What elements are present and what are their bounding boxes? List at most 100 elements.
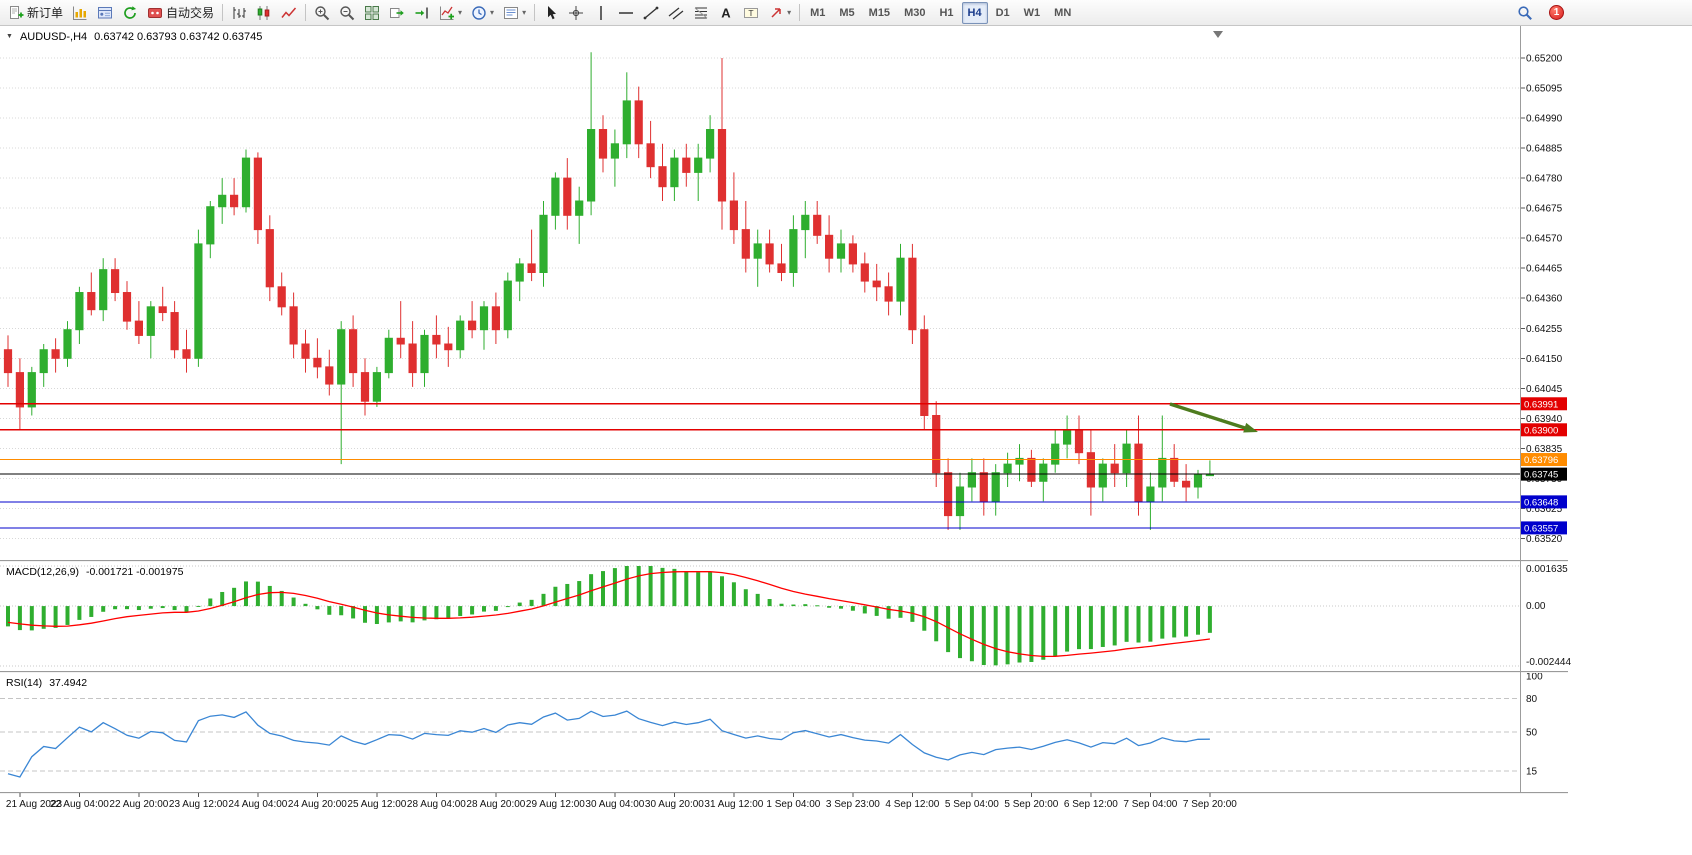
time-axis-label: 23 Aug 12:00 xyxy=(169,799,228,810)
candle-body xyxy=(587,129,596,202)
annotation-arrow-shaft[interactable] xyxy=(1169,402,1246,430)
time-axis-label: 22 Aug 20:00 xyxy=(109,799,168,810)
arrows-tool-button[interactable]: ▾ xyxy=(764,2,795,24)
timeframe-h4-button[interactable]: H4 xyxy=(961,1,988,24)
text-button[interactable]: A xyxy=(714,2,738,24)
timeframe-m1-button[interactable]: M1 xyxy=(810,6,826,19)
macd-histogram-bar xyxy=(1160,606,1165,639)
rsi-axis-label: 15 xyxy=(1526,767,1538,778)
time-axis-label: 24 Aug 20:00 xyxy=(288,799,347,810)
timeframe-m15-button[interactable]: M15 xyxy=(868,6,891,19)
candle-body xyxy=(836,243,846,259)
candle-body xyxy=(944,472,953,517)
search-button[interactable] xyxy=(1513,2,1537,24)
add-indicator-button[interactable]: ▾ xyxy=(435,2,466,24)
crosshair-button[interactable] xyxy=(564,2,588,24)
timeframe-w1-button[interactable]: W1 xyxy=(1023,6,1041,19)
price-axis-label: 0.64780 xyxy=(1526,174,1563,185)
main-toolbar: 新订单 自动交易 xyxy=(0,0,1692,26)
price-tag-label: 0.63796 xyxy=(1524,455,1558,466)
price-axis-label: 0.65200 xyxy=(1526,54,1563,65)
zoom-out-button[interactable] xyxy=(335,2,359,24)
toolbar-separator xyxy=(534,4,536,21)
bar-chart-icon xyxy=(233,6,247,19)
text-label-button[interactable]: T xyxy=(739,2,763,24)
time-axis-label: 5 Sep 20:00 xyxy=(1004,799,1058,810)
line-chart-button[interactable] xyxy=(277,2,301,24)
candle-body xyxy=(920,329,929,417)
price-tag-label: 0.63557 xyxy=(1524,523,1558,534)
fibonacci-button[interactable] xyxy=(689,2,713,24)
auto-trading-button[interactable]: 自动交易 xyxy=(143,2,218,24)
candle-body xyxy=(1170,457,1179,482)
new-order-button[interactable]: 新订单 xyxy=(4,2,67,24)
horizontal-line-button[interactable] xyxy=(614,2,638,24)
macd-histogram-bar xyxy=(303,603,308,607)
macd-histogram-bar xyxy=(41,606,46,629)
search-icon xyxy=(1518,5,1532,20)
macd-histogram-bar xyxy=(339,606,344,616)
time-axis-label: 3 Sep 23:00 xyxy=(826,799,880,810)
zoom-in-button[interactable] xyxy=(310,2,334,24)
candle-body xyxy=(1134,443,1143,502)
candle-body xyxy=(670,157,679,188)
trendline-button[interactable] xyxy=(639,2,663,24)
candle-body xyxy=(277,286,286,308)
timeframe-h1-button[interactable]: H1 xyxy=(939,6,954,19)
candle-body xyxy=(1063,429,1072,445)
profiles-button[interactable] xyxy=(93,2,117,24)
candlestick-chart-button[interactable] xyxy=(252,2,276,24)
zoom-out-icon xyxy=(340,5,355,20)
price-axis-label: 0.64675 xyxy=(1526,204,1563,215)
candle-body xyxy=(765,243,774,265)
candle-body xyxy=(1146,486,1155,502)
price-tag-label: 0.63745 xyxy=(1524,470,1558,481)
candle-body xyxy=(503,280,512,331)
macd-histogram-bar xyxy=(398,606,403,622)
price-axis-label: 0.64360 xyxy=(1526,294,1563,305)
chart-shift-button[interactable] xyxy=(410,2,434,24)
templates-button[interactable]: ▾ xyxy=(499,2,530,24)
new-chart-button[interactable] xyxy=(68,2,92,24)
macd-histogram-bar xyxy=(136,606,141,611)
timeframe-mn-button[interactable]: MN xyxy=(1054,6,1072,19)
price-tag xyxy=(1521,521,1567,535)
timeframe-m5-button[interactable]: M5 xyxy=(839,6,855,19)
candle-body xyxy=(825,234,834,259)
auto-scroll-button[interactable] xyxy=(385,2,409,24)
vertical-line-button[interactable] xyxy=(589,2,613,24)
macd-histogram-bar xyxy=(779,603,784,607)
candle-body xyxy=(253,157,263,231)
candle-body xyxy=(551,177,560,216)
annotation-arrow-head[interactable] xyxy=(1243,422,1258,433)
macd-histogram-bar xyxy=(482,606,486,612)
notification-badge[interactable]: 1 xyxy=(1549,5,1564,20)
macd-histogram-bar xyxy=(660,567,665,607)
price-tag-label: 0.63900 xyxy=(1524,425,1558,436)
cursor-button[interactable] xyxy=(539,2,563,24)
candle-body xyxy=(241,157,251,208)
macd-histogram-bar xyxy=(184,606,189,613)
macd-histogram-bar xyxy=(850,606,855,611)
new-order-label: 新订单 xyxy=(27,6,64,20)
candle-body xyxy=(1015,457,1024,465)
chart-shift-marker[interactable] xyxy=(1213,31,1223,38)
tile-windows-button[interactable] xyxy=(360,2,384,24)
refresh-button[interactable] xyxy=(118,2,142,24)
macd-histogram-bar xyxy=(898,606,903,618)
candle-body xyxy=(420,334,429,374)
arrows-tool-icon xyxy=(771,7,781,18)
bar-chart-button[interactable] xyxy=(227,2,251,24)
macd-histogram-bar xyxy=(113,606,118,610)
macd-histogram-bar xyxy=(493,606,498,611)
candle-body xyxy=(230,194,239,208)
horizontal-line-icon xyxy=(619,11,634,14)
macd-histogram-bar xyxy=(958,606,962,659)
price-axis-label: 0.63940 xyxy=(1526,414,1563,425)
channel-button[interactable] xyxy=(664,2,688,24)
period-clock-button[interactable]: ▾ xyxy=(467,2,498,24)
timeframe-d1-button[interactable]: D1 xyxy=(995,6,1010,19)
price-tag xyxy=(1521,467,1567,481)
timeframe-m30-button[interactable]: M30 xyxy=(904,6,926,19)
chart-canvas[interactable]: 0.65200 0.65095 0.64990 0.64885 0.64780 0.646… xyxy=(0,26,1692,855)
